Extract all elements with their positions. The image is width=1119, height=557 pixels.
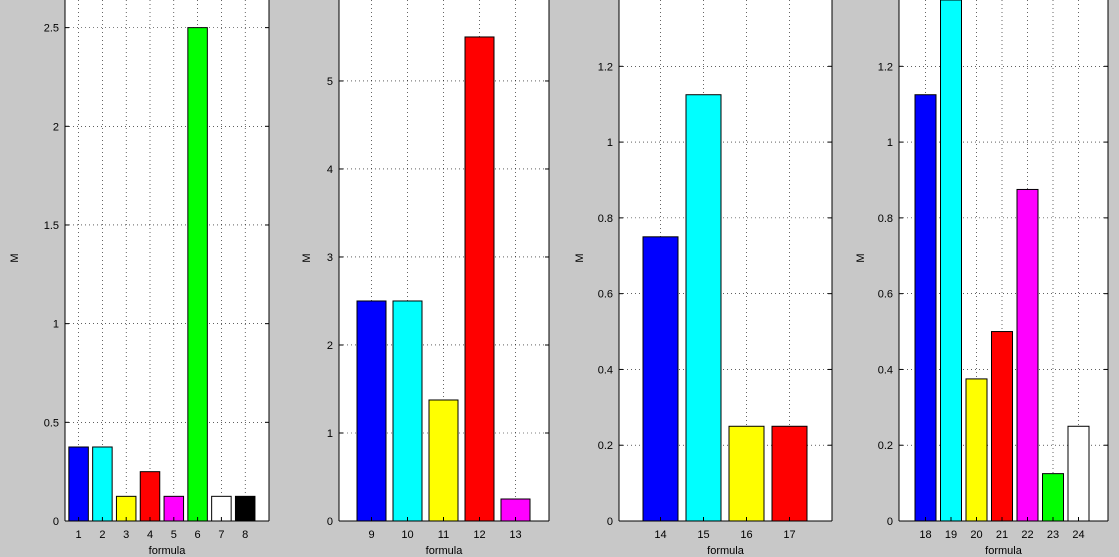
chart-panel-4: 0 0.2 0.4 0.6 0.8 1 1.2 18 19 20 21 22 23 24 formula M	[855, 0, 1109, 557]
bar-6[interactable]	[187, 27, 208, 522]
bar-17[interactable]	[771, 425, 808, 522]
y-tick-label: 3	[327, 252, 333, 264]
bar-9[interactable]	[356, 300, 387, 522]
y-tick-label: 0.2	[598, 440, 613, 452]
bar-19[interactable]	[940, 0, 962, 522]
y-tick-label: 2.5	[44, 23, 59, 35]
y-tick-label: 0.5	[44, 417, 59, 429]
y-tick-label: 2	[327, 340, 333, 352]
x-tick-label: 11	[438, 529, 449, 541]
x-axis-label: formula	[426, 545, 464, 557]
bar-10[interactable]	[392, 300, 423, 522]
chart-panel-1: 0 0.5 1 1.5 2 2.5 1 2 3 4 5 6 7 8 formula M	[9, 0, 270, 557]
x-tick-label: 17	[783, 529, 795, 541]
x-tick-label: 24	[1072, 529, 1084, 541]
x-axis-label: formula	[149, 545, 187, 557]
bar-4[interactable]	[139, 471, 161, 522]
y-tick-label: 0	[327, 516, 333, 528]
y-tick-label: 0.8	[598, 213, 613, 225]
x-tick-label: 20	[970, 529, 982, 541]
bar-22[interactable]	[1016, 188, 1039, 522]
y-tick-label: 1	[53, 319, 59, 331]
bar-14[interactable]	[642, 236, 679, 522]
y-tick-label: 1.2	[598, 61, 613, 73]
bar-18[interactable]	[914, 94, 937, 522]
bar-21[interactable]	[991, 331, 1013, 522]
x-tick-label: 6	[195, 529, 201, 541]
y-tick-label: 0.6	[598, 289, 613, 301]
bar-16[interactable]	[728, 425, 765, 522]
y-tick-label: 0.6	[878, 289, 893, 301]
y-tick-label: 2	[53, 121, 59, 133]
y-tick-label: 1	[607, 137, 613, 149]
y-tick-label: 1	[327, 428, 333, 440]
x-tick-label: 3	[123, 529, 129, 541]
x-tick-label: 16	[740, 529, 752, 541]
bar-1[interactable]	[68, 446, 89, 522]
y-axis-label: M	[855, 253, 867, 262]
bar-11[interactable]	[428, 399, 459, 522]
chart-panel-3: 0 0.2 0.4 0.6 0.8 1 1.2 14 15 16 17 formula M	[574, 0, 833, 557]
x-tick-label: 23	[1047, 529, 1059, 541]
x-tick-label: 5	[171, 529, 177, 541]
y-tick-label: 0.8	[878, 213, 893, 225]
y-tick-label: 0.4	[598, 364, 613, 376]
x-axis-label: formula	[707, 545, 745, 557]
x-tick-label: 2	[99, 529, 105, 541]
x-tick-label: 19	[945, 529, 957, 541]
y-tick-label: 1.5	[44, 220, 59, 232]
bar-12[interactable]	[464, 36, 495, 522]
y-tick-label: 0.4	[878, 364, 893, 376]
x-tick-label: 14	[654, 529, 666, 541]
y-tick-label: 4	[327, 164, 333, 176]
x-tick-label: 13	[509, 529, 521, 541]
x-tick-label: 18	[919, 529, 931, 541]
bar-2[interactable]	[92, 446, 113, 522]
y-axis-label: M	[9, 253, 21, 262]
bar-20[interactable]	[965, 378, 988, 522]
y-tick-label: 1.2	[878, 61, 893, 73]
x-tick-label: 8	[242, 529, 248, 541]
y-tick-label: 5	[327, 76, 333, 88]
y-axis-label: M	[301, 253, 313, 262]
x-tick-label: 7	[218, 529, 224, 541]
x-tick-label: 1	[76, 529, 82, 541]
x-tick-label: 22	[1021, 529, 1033, 541]
x-tick-label: 9	[368, 529, 374, 541]
x-tick-label: 15	[697, 529, 709, 541]
y-tick-label: 1	[887, 137, 893, 149]
x-axis-label: formula	[985, 545, 1023, 557]
plot-area	[65, 0, 269, 521]
bar-23[interactable]	[1042, 473, 1064, 522]
x-tick-label: 4	[147, 529, 153, 541]
x-tick-label: 21	[996, 529, 1008, 541]
bar-15[interactable]	[685, 94, 722, 522]
x-tick-label: 10	[401, 529, 413, 541]
y-axis-label: M	[574, 253, 586, 262]
x-tick-label: 12	[473, 529, 485, 541]
y-tick-label: 0	[53, 516, 59, 528]
y-tick-label: 0	[607, 516, 613, 528]
bar-24[interactable]	[1067, 425, 1090, 522]
y-tick-label: 0.2	[878, 440, 893, 452]
y-tick-label: 0	[887, 516, 893, 528]
